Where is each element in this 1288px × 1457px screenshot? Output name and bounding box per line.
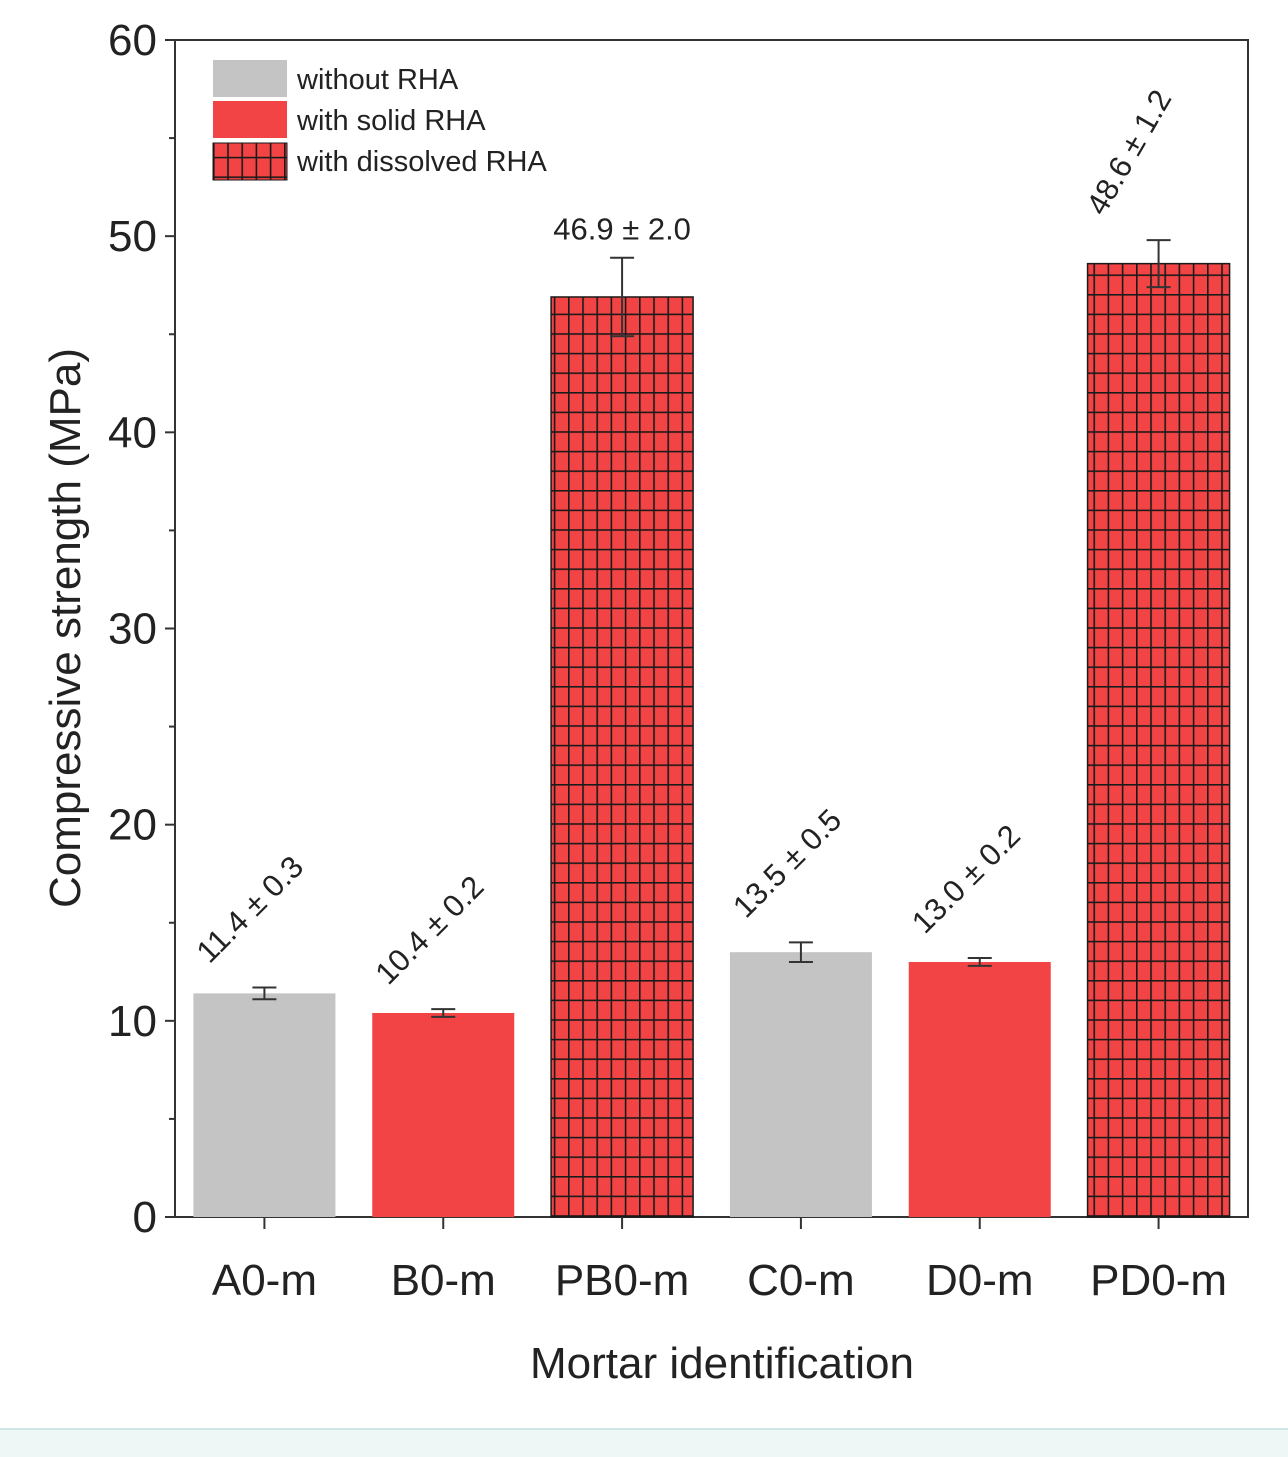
bar-B0-m (372, 1012, 515, 1217)
legend-label-solid: with solid RHA (296, 105, 486, 137)
x-tick-label-D0-m: D0-m (926, 1256, 1034, 1305)
legend-swatch-without (213, 60, 287, 97)
bottom-strip (0, 1428, 1288, 1457)
bar-D0-m (908, 961, 1051, 1217)
bar-PD0-m (1086, 262, 1231, 1218)
bar-A0-m (193, 993, 336, 1217)
y-tick-label: 0 (133, 1193, 157, 1242)
y-axis-title: Compressive strength (MPa) (41, 348, 90, 908)
y-tick-label: 50 (108, 212, 157, 261)
error-bars (252, 239, 1171, 1018)
legend-swatch-solid (213, 101, 287, 138)
y-tick-label: 60 (108, 16, 157, 65)
data-label-PB0-m: 46.9 ± 2.0 (553, 212, 691, 247)
bar-C0-m (729, 952, 872, 1217)
legend: without RHA with solid RHA with dissolve… (212, 60, 547, 181)
data-label-D0-m: 13.0 ± 0.2 (905, 818, 1027, 940)
y-tick-label: 40 (108, 408, 157, 457)
x-tick-label-A0-m: A0-m (212, 1256, 317, 1305)
legend-label-dissolved: with dissolved RHA (296, 146, 547, 178)
x-axis: A0-m B0-m PB0-m C0-m D0-m PD0-m (212, 1217, 1227, 1305)
data-label-B0-m: 10.4 ± 0.2 (368, 869, 490, 991)
x-tick-label-PB0-m: PB0-m (555, 1256, 689, 1305)
bars (193, 262, 1231, 1218)
legend-swatch-dissolved (212, 142, 288, 181)
data-label-C0-m: 13.5 ± 0.5 (726, 802, 848, 924)
data-label-A0-m: 11.4 ± 0.3 (190, 849, 310, 969)
data-label-PD0-m: 48.6 ± 1.2 (1079, 84, 1178, 221)
bar-PB0-m (550, 296, 694, 1218)
x-axis-title: Mortar identification (530, 1339, 914, 1388)
y-tick-label: 10 (108, 997, 157, 1046)
x-tick-label-C0-m: C0-m (747, 1256, 855, 1305)
y-tick-label: 20 (108, 801, 157, 850)
x-tick-label-B0-m: B0-m (391, 1256, 496, 1305)
y-axis: 0 10 20 30 40 50 60 (108, 16, 175, 1242)
x-tick-label-PD0-m: PD0-m (1090, 1256, 1227, 1305)
y-tick-label: 30 (108, 605, 157, 654)
legend-label-without: without RHA (296, 64, 459, 96)
